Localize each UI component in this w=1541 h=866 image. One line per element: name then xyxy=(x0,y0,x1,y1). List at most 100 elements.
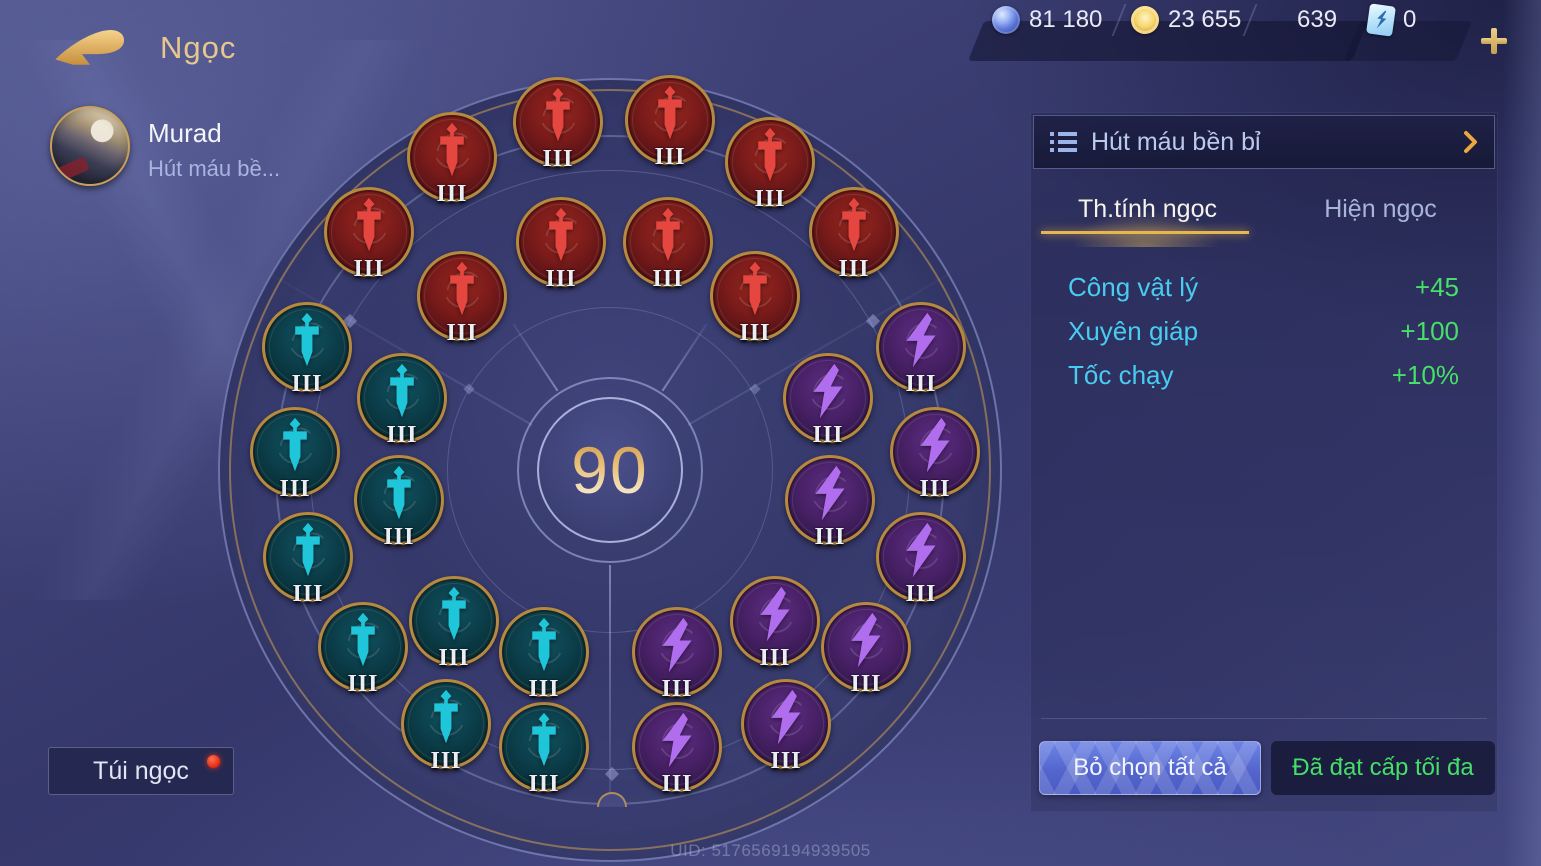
rune-tier-label: III xyxy=(652,266,684,292)
right-edge-glow xyxy=(1503,0,1541,866)
rune-tier-label: III xyxy=(292,581,324,607)
stat-label: Xuyên giáp xyxy=(1068,315,1199,346)
rune-purple-28[interactable]: III xyxy=(785,455,875,550)
wheel-spoke xyxy=(661,323,708,392)
rune-tier-label: III xyxy=(545,266,577,292)
rune-purple-29[interactable]: III xyxy=(730,576,820,671)
ruby-gem-icon xyxy=(1262,7,1288,34)
bolt-icon xyxy=(813,465,848,521)
deselect-all-button[interactable]: Bỏ chọn tất cả xyxy=(1039,741,1261,795)
bolt-icon xyxy=(769,689,804,745)
sword-icon xyxy=(352,197,387,252)
wheel-bottom-notch xyxy=(597,792,627,807)
rune-red-10[interactable]: III xyxy=(710,251,800,346)
bolt-icon xyxy=(758,586,793,642)
wheel-spoke xyxy=(609,565,611,805)
rune-bag-label: Túi ngọc xyxy=(93,756,189,785)
rune-purple-21[interactable]: III xyxy=(876,302,966,397)
add-currency-button[interactable] xyxy=(1477,24,1511,58)
rune-tier-label: III xyxy=(905,581,937,607)
rune-purple-24[interactable]: III xyxy=(821,602,911,697)
rune-red-6[interactable]: III xyxy=(809,187,899,282)
rune-level-total: 90 xyxy=(571,433,649,507)
player-chip[interactable]: Murad Hút máu bề... xyxy=(48,104,318,196)
tab-label: Th.tính ngọc xyxy=(1078,194,1217,223)
currency-gold-coin[interactable]: 23 655 xyxy=(1131,0,1241,40)
rune-teal-20[interactable]: III xyxy=(499,607,589,702)
rune-tier-label: III xyxy=(383,524,415,550)
build-selector[interactable]: Hút máu bền bỉ xyxy=(1033,115,1495,169)
rune-teal-11[interactable]: III xyxy=(262,302,352,397)
stat-value: +45 xyxy=(1414,271,1459,302)
sword-icon xyxy=(437,586,472,641)
rune-tier-label: III xyxy=(838,256,870,282)
rune-red-7[interactable]: III xyxy=(417,251,507,346)
rune-tier-label: III xyxy=(654,144,686,170)
rune-tier-label: III xyxy=(812,422,844,448)
rune-tier-label: III xyxy=(759,645,791,671)
currency-value: 0 xyxy=(1403,6,1417,33)
sword-icon xyxy=(527,617,562,672)
currency-value: 23 655 xyxy=(1168,6,1242,33)
rune-red-2[interactable]: III xyxy=(407,112,497,207)
rune-tier-label: III xyxy=(905,371,937,397)
rune-teal-14[interactable]: III xyxy=(318,602,408,697)
back-button[interactable] xyxy=(50,20,130,74)
blue-crystal-icon xyxy=(992,6,1020,34)
stat-label: Công vật lý xyxy=(1068,271,1199,302)
rune-purple-25[interactable]: III xyxy=(741,679,831,774)
rune-purple-26[interactable]: III xyxy=(632,702,722,797)
rune-teal-15[interactable]: III xyxy=(401,679,491,774)
rune-purple-27[interactable]: III xyxy=(783,353,873,448)
rune-tier-label: III xyxy=(661,676,693,702)
ring-diamond xyxy=(604,766,620,782)
rune-purple-23[interactable]: III xyxy=(876,512,966,607)
rune-red-1[interactable]: III xyxy=(324,187,414,282)
rune-teal-12[interactable]: III xyxy=(250,407,340,502)
stat-value: +100 xyxy=(1400,315,1459,346)
tab-show-runes[interactable]: Hiện ngọc xyxy=(1264,171,1497,247)
tab-rune-stats[interactable]: Th.tính ngọc xyxy=(1031,171,1264,247)
rune-red-5[interactable]: III xyxy=(725,117,815,212)
rune-red-8[interactable]: III xyxy=(516,197,606,292)
rune-teal-19[interactable]: III xyxy=(409,576,499,671)
ring-diamond xyxy=(749,383,761,395)
active-tab-underline xyxy=(1041,231,1249,234)
rune-tier-label: III xyxy=(446,320,478,346)
rune-tier-label: III xyxy=(739,320,771,346)
currency-rune-card[interactable]: 0 xyxy=(1366,0,1417,40)
currency-ruby[interactable]: 639 xyxy=(1262,0,1337,40)
rune-tier-label: III xyxy=(528,771,560,797)
bolt-icon xyxy=(849,612,884,668)
bolt-icon xyxy=(904,312,939,368)
rune-teal-17[interactable]: III xyxy=(357,353,447,448)
chevron-right-icon xyxy=(1464,131,1477,153)
rune-tier-label: III xyxy=(438,645,470,671)
rune-purple-22[interactable]: III xyxy=(890,407,980,502)
rune-tier-label: III xyxy=(850,671,882,697)
currency-blue-crystal[interactable]: 81 180 xyxy=(992,0,1102,40)
rune-purple-30[interactable]: III xyxy=(632,607,722,702)
rune-bag-button[interactable]: Túi ngọc xyxy=(48,747,234,795)
rune-teal-16[interactable]: III xyxy=(499,702,589,797)
rune-red-4[interactable]: III xyxy=(625,75,715,170)
rune-teal-13[interactable]: III xyxy=(263,512,353,607)
rune-tier-label: III xyxy=(814,524,846,550)
player-avatar xyxy=(50,106,130,186)
sword-icon xyxy=(291,522,326,577)
sword-icon xyxy=(541,87,576,142)
deselect-all-label: Bỏ chọn tất cả xyxy=(1073,754,1227,781)
bolt-icon xyxy=(904,522,939,578)
bolt-icon xyxy=(660,617,695,673)
uid-text: UID: 5176569194939505 xyxy=(670,841,871,860)
ring-diamond xyxy=(865,313,881,329)
player-build-label: Hút máu bề... xyxy=(148,156,281,181)
rune-red-3[interactable]: III xyxy=(513,77,603,172)
rune-red-9[interactable]: III xyxy=(623,197,713,292)
rune-tier-label: III xyxy=(770,748,802,774)
rune-teal-18[interactable]: III xyxy=(354,455,444,550)
max-level-button[interactable]: Đã đạt cấp tối đa xyxy=(1271,741,1495,795)
page-title: Ngọc xyxy=(160,30,237,65)
sword-icon xyxy=(385,363,420,418)
